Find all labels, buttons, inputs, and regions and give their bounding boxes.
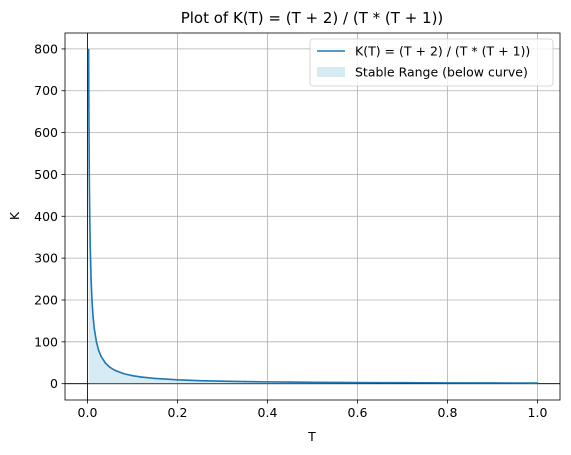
k-curve-point-19 [176, 379, 179, 381]
k-curve-point-24 [289, 381, 291, 383]
k-curve-point-28 [446, 382, 449, 384]
k-curve-point-2 [88, 174, 91, 176]
k-curve-point-27 [401, 381, 404, 384]
legend-label-curve: K(T) = (T + 2) / (T * (T + 1)) [355, 44, 530, 59]
k-curve-point-7 [92, 316, 94, 318]
k-curve-point-29 [491, 382, 494, 384]
k-curve-point-10 [97, 349, 100, 352]
k-curve-point-30 [536, 382, 539, 384]
k-curve-point-12 [104, 362, 107, 364]
legend-box [309, 38, 554, 87]
k-curve-point-11 [100, 355, 102, 357]
k-curve-point-5 [90, 278, 92, 281]
y-axis-label: K [7, 211, 22, 220]
k-curve-point-6 [91, 299, 93, 302]
x-axis-label: T [307, 429, 316, 444]
k-curve-point-9 [95, 341, 98, 344]
k-curve-point-16 [131, 374, 134, 377]
x-tick-label-5: 1.0 [528, 405, 548, 420]
y-tick-label-8: 800 [34, 41, 58, 56]
x-tick-label-0: 0.0 [78, 405, 98, 420]
y-tick-label-0: 0 [50, 376, 58, 391]
k-curve-point-3 [88, 215, 91, 218]
k-curve-point-0 [87, 48, 90, 51]
k-curve-point-13 [109, 366, 111, 369]
legend-fill-swatch [317, 67, 345, 77]
k-curve-point-23 [266, 381, 269, 383]
x-tick-label-3: 0.6 [348, 405, 368, 420]
x-tick-label-1: 0.2 [168, 405, 188, 420]
y-tick-label-7: 700 [34, 83, 58, 98]
k-curve-point-25 [311, 381, 314, 384]
x-tick-label-4: 0.8 [438, 405, 458, 420]
k-curve-point-14 [113, 369, 116, 371]
k-curve-point-8 [93, 327, 96, 330]
k-curve-point-15 [122, 372, 125, 375]
y-tick-label-4: 400 [34, 209, 58, 224]
x-tick-label-2: 0.4 [258, 405, 278, 420]
y-tick-label-2: 200 [34, 292, 58, 307]
k-curve-point-21 [221, 380, 224, 383]
k-curve-point-4 [89, 243, 91, 246]
y-tick-label-3: 300 [34, 251, 58, 266]
legend: K(T) = (T + 2) / (T * (T + 1)) Stable Ran… [309, 38, 554, 87]
chart-title: Plot of K(T) = (T + 2) / (T * (T + 1)) [181, 9, 444, 27]
k-curve-point-26 [356, 381, 359, 384]
k-curve-point-1 [88, 104, 90, 106]
y-tick-label-6: 600 [34, 125, 58, 140]
k-curve-point-17 [140, 376, 143, 378]
y-tick-label-5: 500 [34, 167, 58, 182]
k-curve-point-22 [244, 380, 246, 383]
k-curve-point-18 [154, 377, 156, 380]
k-curve-point-20 [199, 379, 201, 382]
y-tick-label-1: 100 [34, 334, 58, 349]
legend-label-fill: Stable Range (below curve) [355, 65, 528, 80]
